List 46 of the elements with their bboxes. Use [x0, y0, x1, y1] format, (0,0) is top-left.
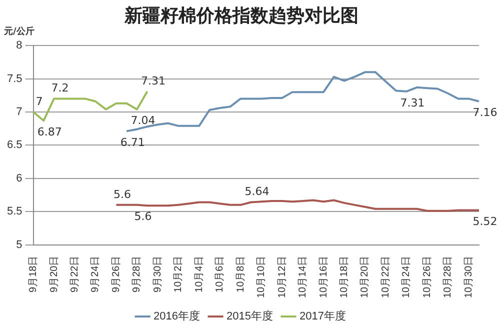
x-tick-label: 9月20日: [48, 256, 60, 292]
x-tick-label: 10月10日: [256, 256, 268, 298]
legend-label: 2016年度: [154, 310, 200, 323]
x-tick-label: 10月20日: [360, 256, 371, 298]
data-label: 5.52: [472, 215, 498, 228]
data-label: 7.04: [130, 114, 156, 128]
x-tick-label: 9月24日: [90, 256, 102, 292]
data-label: 7.16: [472, 106, 498, 120]
chart-title: 新疆籽棉价格指数趋势对比图: [124, 5, 358, 26]
x-tick-label: 10月30日: [463, 256, 474, 298]
y-tick-label: 5: [16, 238, 22, 251]
legend-label: 2017年度: [299, 310, 346, 323]
data-label: 5.64: [244, 185, 270, 198]
x-tick-label: 10月18日: [339, 256, 350, 298]
y-tick-label: 6: [16, 172, 22, 184]
y-tick-label: 7.5: [6, 72, 22, 85]
x-tick-label: 10月4日: [194, 256, 205, 292]
x-tick-label: 10月12日: [276, 256, 288, 298]
data-label: 7.2: [51, 82, 69, 95]
y-axis-title: 元/公斤: [3, 26, 34, 37]
data-label: 7.31: [400, 96, 425, 110]
x-tick-label: 10月14日: [298, 256, 309, 298]
y-tick-label: 6.5: [6, 139, 22, 152]
data-label: 5.6: [134, 210, 152, 223]
x-tick-label: 9月26日: [110, 256, 122, 292]
x-tick-label: 9月28日: [132, 256, 143, 292]
x-tick-label: 10月24日: [401, 256, 412, 298]
y-tick-label: 7: [16, 106, 22, 118]
data-label: 6.87: [37, 125, 62, 138]
x-tick-label: 9月22日: [70, 256, 81, 292]
data-label: 6.71: [120, 136, 145, 150]
y-tick-label: 8: [16, 40, 22, 52]
x-tick-label: 10月28日: [442, 256, 454, 298]
x-tick-label: 10月8日: [235, 256, 246, 292]
x-tick-label: 9月30日: [152, 256, 164, 292]
y-tick-label: 5.5: [6, 206, 22, 218]
legend-label: 2015年度: [226, 310, 273, 323]
x-tick-label: 10月16日: [318, 256, 330, 298]
x-tick-label: 10月6日: [214, 256, 226, 292]
data-label: 7.31: [141, 74, 166, 88]
x-tick-label: 10月26日: [422, 256, 433, 298]
data-label: 5.6: [113, 188, 131, 201]
x-tick-label: 10月2日: [173, 256, 184, 292]
x-tick-label: 10月22日: [380, 256, 392, 298]
x-tick-label: 9月18日: [28, 256, 40, 292]
data-label: 7: [36, 94, 43, 108]
